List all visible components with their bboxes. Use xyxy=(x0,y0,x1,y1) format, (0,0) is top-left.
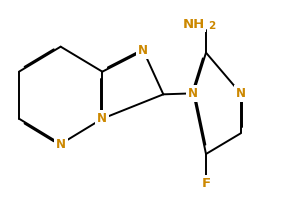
Text: N: N xyxy=(236,87,246,100)
Text: 2: 2 xyxy=(208,21,215,31)
Text: N: N xyxy=(138,44,148,57)
Text: N: N xyxy=(56,138,66,150)
Text: F: F xyxy=(201,177,211,190)
Text: NH: NH xyxy=(182,18,205,30)
Text: N: N xyxy=(188,87,198,100)
Text: N: N xyxy=(97,112,107,125)
